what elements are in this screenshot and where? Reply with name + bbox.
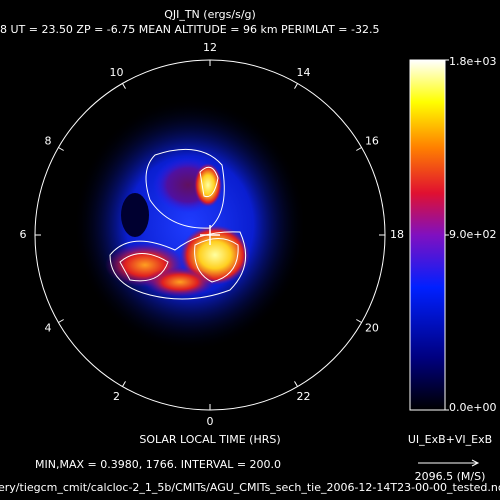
vector-scale: 2096.5 (M/S) (415, 470, 486, 483)
theta-tick-label: 6 (20, 228, 27, 241)
colorbar-tick-label: 1.8e+03 (449, 55, 496, 68)
tick-mark (294, 83, 298, 89)
theta-tick-label: 10 (110, 66, 124, 79)
tick-mark (356, 147, 362, 151)
theta-tick-label: 14 (297, 66, 311, 79)
colorbar (409, 59, 446, 411)
heat-region (194, 163, 222, 207)
chart-subtitle: -8 UT = 23.50 ZP = -6.75 MEAN ALTITUDE =… (0, 23, 379, 36)
colorbar-tick-label: 9.0e+02 (449, 228, 496, 241)
stats: MIN,MAX = 0.3980, 1766. INTERVAL = 200.0 (35, 458, 281, 471)
plot-area (35, 60, 385, 410)
vector-label: UI_ExB+VI_ExB (408, 433, 492, 446)
theta-tick-label: 0 (207, 415, 214, 428)
theta-tick-label: 22 (297, 390, 311, 403)
heat-region (75, 100, 305, 350)
theta-tick-label: 18 (390, 228, 404, 241)
contour-line (199, 166, 219, 198)
heat-region (145, 267, 215, 297)
pole-marker (200, 225, 220, 245)
theta-tick-label: 8 (45, 135, 52, 148)
axis-label: SOLAR LOCAL TIME (HRS) (139, 433, 280, 446)
theta-tick-label: 4 (45, 322, 52, 335)
tick-mark (58, 319, 64, 323)
file-path: ery/tiegcm_cmit/calcloc-2_1_5b/CMITs/AGU… (0, 481, 500, 494)
colorbar-tick-label: 0.0e+00 (449, 401, 496, 414)
chart-title: QJI_TN (ergs/s/g) (164, 8, 256, 21)
heat-region (121, 193, 149, 237)
theta-tick-label: 20 (365, 322, 379, 335)
theta-tick-label: 16 (365, 135, 379, 148)
tick-mark (58, 147, 64, 151)
contour-line (194, 238, 239, 283)
theta-tick-label: 2 (113, 390, 120, 403)
contour-line (119, 253, 169, 282)
tick-mark (122, 381, 126, 387)
vector-arrow (471, 459, 480, 467)
theta-tick-label: 12 (203, 41, 217, 54)
tick-mark (356, 319, 362, 323)
tick-mark (122, 83, 126, 89)
contour-line (109, 231, 247, 300)
tick-mark (294, 381, 298, 387)
